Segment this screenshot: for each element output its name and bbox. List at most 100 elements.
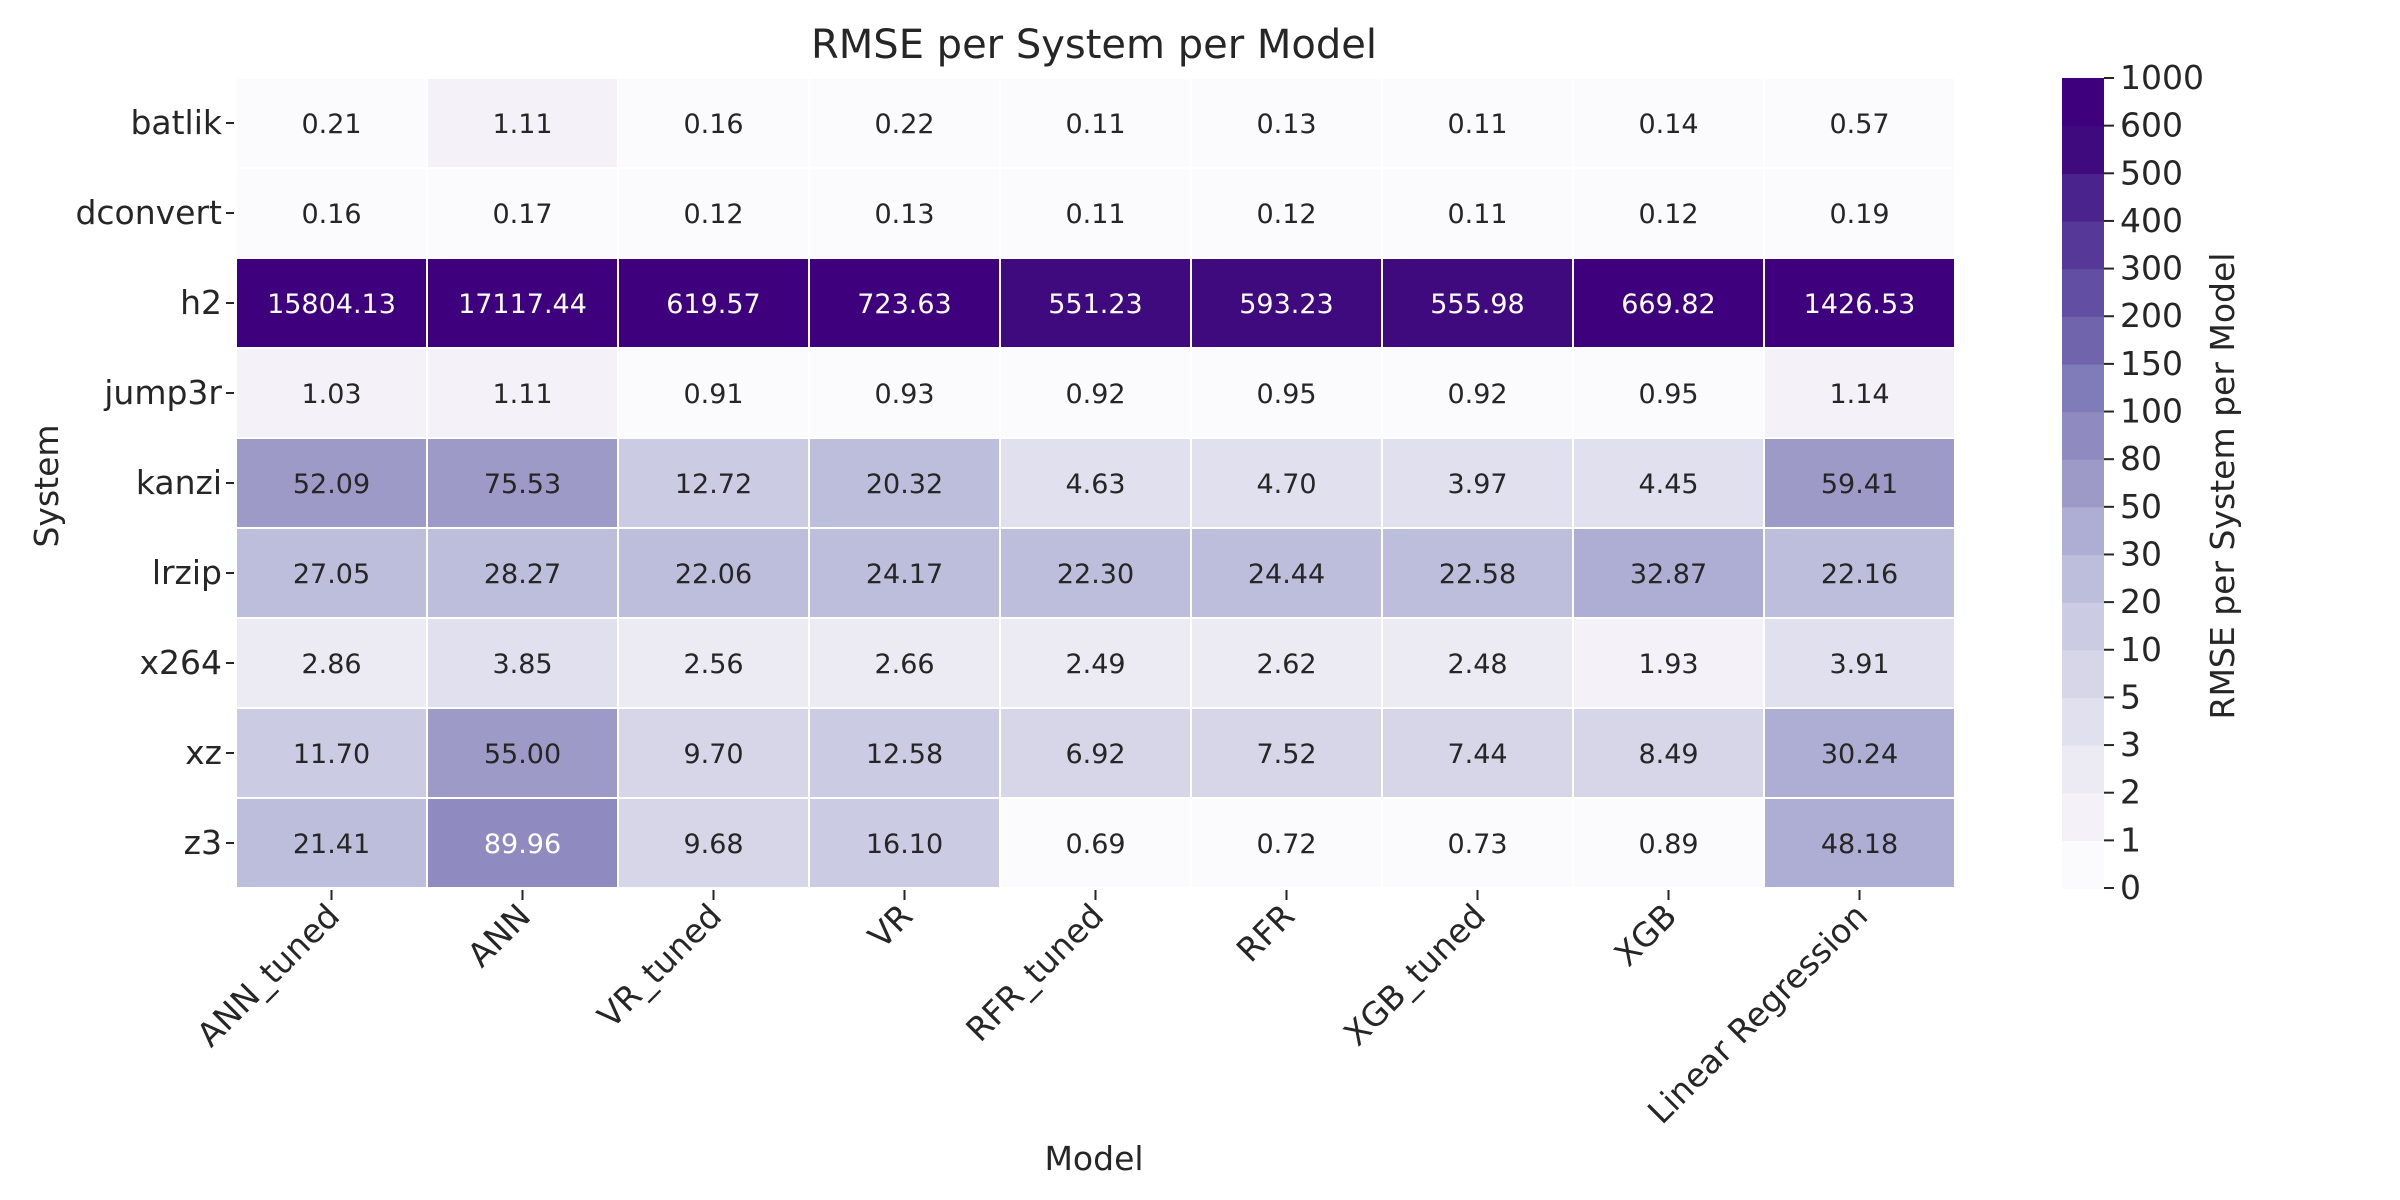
cell-value-label: 22.58 (1439, 559, 1516, 590)
y-tick-label-x264: x264 (139, 643, 222, 682)
cell-value-label: 0.92 (1065, 379, 1125, 410)
colorbar-segment (2062, 125, 2104, 174)
cell-value-label: 6.92 (1065, 739, 1125, 770)
cell-value-label: 7.52 (1256, 739, 1316, 770)
colorbar-segment (2062, 78, 2104, 127)
heatmap-cell-xz-linear-regression (1763, 707, 1956, 799)
heatmap-cell-lrzip-vr-tuned (617, 527, 810, 619)
colorbar-tick-label: 10 (2120, 630, 2162, 669)
heatmap-cell-z3-linear-regression (1763, 797, 1956, 889)
cell-value-label: 4.70 (1256, 469, 1316, 500)
heatmap-cell-x264-xgb-tuned (1381, 617, 1574, 709)
cell-value-label: 12.58 (866, 739, 943, 770)
heatmap-cell-xz-vr-tuned (617, 707, 810, 799)
cell-value-label: 28.27 (484, 559, 561, 590)
cell-value-label: 619.57 (666, 289, 760, 320)
y-tick-label-z3: z3 (184, 823, 222, 862)
y-axis-ticks: batlik dconvert h2 jump3r kanzi lrzip x264 xz z3 (75, 103, 234, 862)
heatmap-cell-dconvert-xgb (1572, 167, 1765, 259)
heatmap-cell-lrzip-xgb (1572, 527, 1765, 619)
heatmap-cell-lrzip-linear-regression (1763, 527, 1956, 619)
cell-value-label: 0.19 (1829, 199, 1889, 230)
cell-value-label: 2.56 (683, 649, 743, 680)
y-tick-label-kanzi: kanzi (136, 463, 222, 502)
cell-value-label: 1.03 (301, 379, 361, 410)
colorbar-segment (2062, 411, 2104, 460)
cell-value-label: 3.91 (1829, 649, 1889, 680)
cell-value-label: 48.18 (1821, 829, 1898, 860)
cell-value-label: 0.73 (1447, 829, 1507, 860)
cell-value-label: 30.24 (1821, 739, 1898, 770)
heatmap-cell-lrzip-vr (808, 527, 1001, 619)
heatmap-cell-kanzi-rfr (1190, 437, 1383, 529)
y-tick-label-h2: h2 (180, 283, 222, 322)
cell-value-label: 723.63 (857, 289, 951, 320)
cell-value-label: 22.16 (1821, 559, 1898, 590)
cell-value-label: 7.44 (1447, 739, 1507, 770)
x-tick-label-ann-tuned: ANN_tuned (189, 896, 347, 1054)
cell-value-label: 0.91 (683, 379, 743, 410)
x-tick-label-ann: ANN (460, 896, 538, 974)
colorbar-segment (2062, 697, 2104, 746)
cell-value-label: 551.23 (1048, 289, 1142, 320)
colorbar-segment (2062, 459, 2104, 508)
colorbar-tick-label: 1000 (2120, 58, 2204, 97)
heatmap-cell-z3-rfr-tuned (999, 797, 1192, 889)
cell-value-label: 2.66 (874, 649, 934, 680)
cell-value-label: 22.30 (1057, 559, 1134, 590)
cell-value-label: 669.82 (1621, 289, 1715, 320)
cell-value-label: 9.68 (683, 829, 743, 860)
colorbar-tick-label: 20 (2120, 582, 2162, 621)
heatmap-cell-h2-ann (426, 257, 619, 349)
cell-value-label: 0.21 (301, 109, 361, 140)
cell-value-label: 0.14 (1638, 109, 1698, 140)
heatmap-cell-batlik-vr-tuned (617, 77, 810, 169)
heatmap-cell-dconvert-linear-regression (1763, 167, 1956, 259)
colorbar-segment (2062, 173, 2104, 222)
chart-title: RMSE per System per Model (811, 22, 1377, 68)
cell-value-label: 0.72 (1256, 829, 1316, 860)
heatmap-cell-xz-vr (808, 707, 1001, 799)
colorbar-segment (2062, 363, 2104, 413)
colorbar: 0 1 2 3 5 10 20 30 50 80 100 150 200 300 400 500 600 1000 (2062, 58, 2204, 907)
colorbar-tick-label: 150 (2120, 344, 2183, 383)
cell-value-label: 0.11 (1447, 199, 1507, 230)
cell-value-label: 0.11 (1447, 109, 1507, 140)
colorbar-segment (2062, 840, 2104, 889)
heatmap-cell-lrzip-rfr-tuned (999, 527, 1192, 619)
heatmap-cell-h2-vr (808, 257, 1001, 349)
heatmap-cell-kanzi-xgb-tuned (1381, 437, 1574, 529)
cell-value-label: 27.05 (293, 559, 370, 590)
colorbar-segment (2062, 792, 2104, 841)
cell-value-label: 0.12 (683, 199, 743, 230)
colorbar-segment (2062, 745, 2104, 794)
cell-value-label: 0.12 (1256, 199, 1316, 230)
cell-value-label: 16.10 (866, 829, 943, 860)
cell-value-label: 2.49 (1065, 649, 1125, 680)
cell-value-label: 17117.44 (458, 289, 587, 320)
heatmap-cell-dconvert-rfr-tuned (999, 167, 1192, 259)
cell-value-label: 2.48 (1447, 649, 1507, 680)
cell-value-label: 24.44 (1248, 559, 1325, 590)
heatmap-cell-dconvert-xgb-tuned (1381, 167, 1574, 259)
heatmap-cell-kanzi-vr (808, 437, 1001, 529)
heatmap-cell-xz-rfr-tuned (999, 707, 1192, 799)
cell-value-label: 52.09 (293, 469, 370, 500)
cell-value-label: 22.06 (675, 559, 752, 590)
heatmap-cell-xz-ann-tuned (235, 707, 428, 799)
cell-value-label: 11.70 (293, 739, 370, 770)
y-tick-label-jump3r: jump3r (103, 373, 222, 412)
heatmap-cell-xz-xgb-tuned (1381, 707, 1574, 799)
y-tick-label-xz: xz (185, 733, 222, 772)
y-tick-label-dconvert: dconvert (75, 193, 222, 232)
heatmap-cell-z3-xgb-tuned (1381, 797, 1574, 889)
heatmap-cell-h2-linear-regression (1763, 257, 1956, 349)
heatmap-cell-jump3r-ann-tuned (235, 347, 428, 439)
cell-value-label: 89.96 (484, 829, 561, 860)
x-tick-label-rfr: RFR (1229, 896, 1302, 969)
cell-value-label: 8.49 (1638, 739, 1698, 770)
y-tick-label-batlik: batlik (130, 103, 222, 142)
cell-value-label: 1.11 (492, 109, 552, 140)
heatmap-cell-jump3r-linear-regression (1763, 347, 1956, 439)
colorbar-tick-label: 300 (2120, 249, 2183, 288)
